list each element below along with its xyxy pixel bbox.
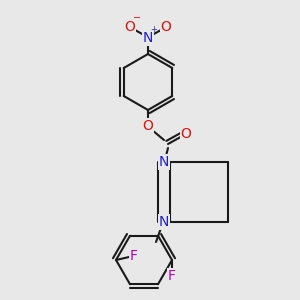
Text: F: F bbox=[130, 249, 138, 263]
Text: F: F bbox=[168, 269, 176, 283]
Text: O: O bbox=[124, 20, 135, 34]
Text: N: N bbox=[159, 215, 169, 229]
Text: −: − bbox=[133, 13, 141, 23]
Text: N: N bbox=[159, 155, 169, 169]
Text: +: + bbox=[151, 26, 158, 34]
Text: N: N bbox=[143, 31, 153, 45]
Text: O: O bbox=[181, 127, 191, 141]
Text: O: O bbox=[160, 20, 171, 34]
Text: O: O bbox=[142, 119, 153, 133]
